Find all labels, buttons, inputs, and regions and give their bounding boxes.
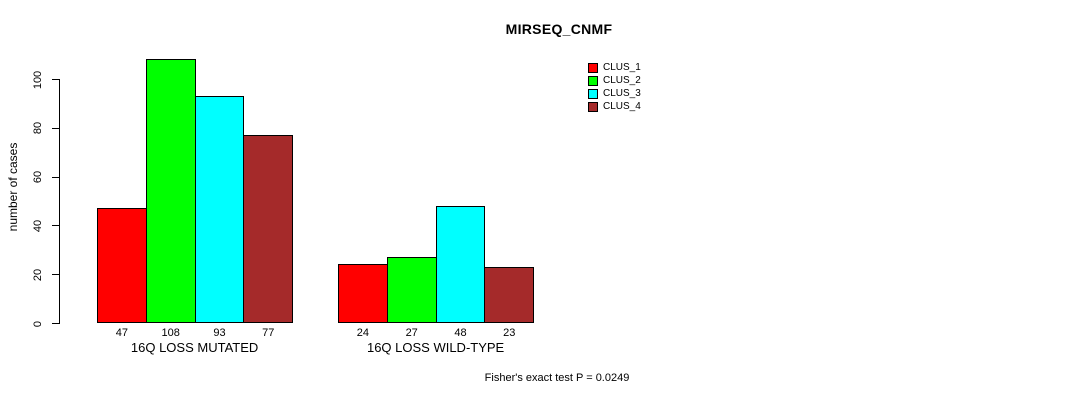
legend-swatch <box>588 63 598 73</box>
legend-label: CLUS_3 <box>603 88 641 99</box>
y-axis-tick <box>52 127 59 129</box>
y-axis-tick <box>52 79 59 80</box>
bar <box>194 96 245 323</box>
bar <box>243 135 294 323</box>
legend-swatch <box>588 102 598 112</box>
annotation-text: Fisher's exact test P = 0.0249 <box>484 372 630 384</box>
bar-value-label: 48 <box>454 327 467 339</box>
bar <box>386 257 437 323</box>
bar <box>338 264 388 323</box>
y-axis-tick-label: 100 <box>32 70 44 89</box>
legend-label: CLUS_2 <box>603 75 641 86</box>
y-axis-tick <box>52 274 59 276</box>
bar-value-label: 93 <box>213 327 226 339</box>
bar <box>484 266 535 323</box>
bar <box>97 208 147 323</box>
y-axis-label: number of cases <box>6 142 20 232</box>
y-axis-tick-label: 40 <box>32 219 44 233</box>
y-axis-tick-label: 0 <box>32 320 44 327</box>
category-label: 16Q LOSS MUTATED <box>130 340 259 355</box>
legend-label: CLUS_1 <box>603 62 641 73</box>
bar-value-label: 23 <box>503 327 516 339</box>
y-axis-tick <box>52 323 59 324</box>
bar-value-label: 47 <box>115 327 129 339</box>
bar-value-label: 24 <box>356 327 370 339</box>
bar <box>435 205 486 323</box>
y-axis-tick-label: 60 <box>32 170 44 184</box>
bar-value-label: 77 <box>262 327 275 339</box>
category-label: 16Q LOSS WILD-TYPE <box>366 340 505 355</box>
legend-swatch <box>588 89 598 99</box>
y-axis-tick-label: 20 <box>32 268 44 281</box>
y-axis-tick-label: 80 <box>32 122 44 135</box>
y-axis-tick <box>52 225 59 227</box>
bar <box>145 59 196 323</box>
legend-swatch <box>588 76 598 86</box>
y-axis-line <box>59 79 60 324</box>
chart-title: MIRSEQ_CNMF <box>505 21 613 37</box>
legend-label: CLUS_4 <box>603 101 641 112</box>
bar-value-label: 108 <box>161 327 180 339</box>
y-axis-tick <box>52 176 59 178</box>
bar-value-label: 27 <box>405 327 418 339</box>
